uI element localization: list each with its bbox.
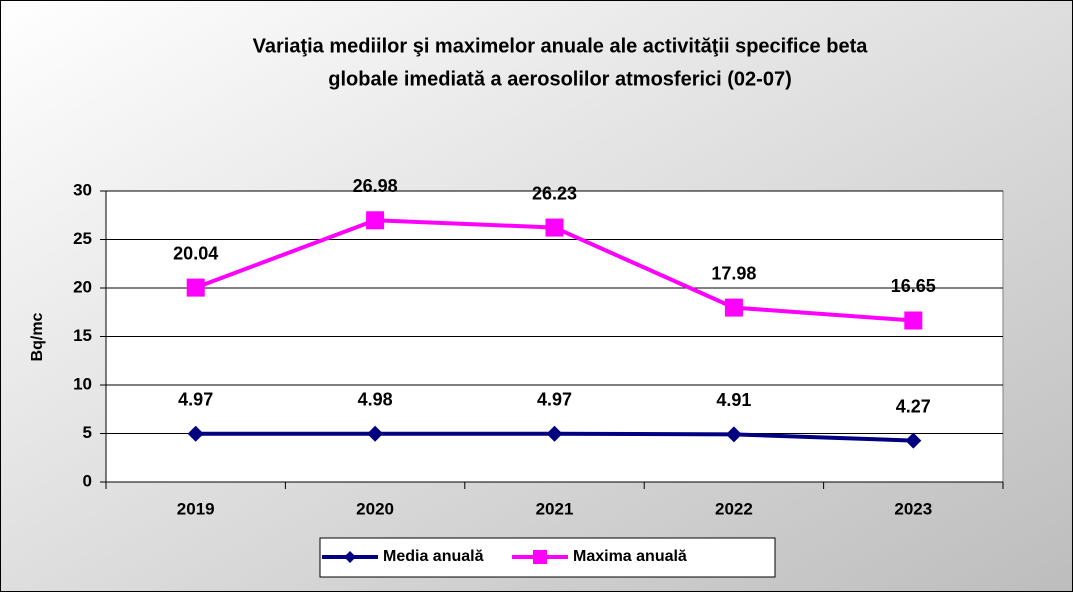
marker [905,432,922,449]
y-axis-label: Bq/mc [29,312,46,361]
data-label: 16.65 [891,276,936,296]
data-label: 26.23 [532,183,577,203]
marker [724,298,743,317]
y-tick-label: 15 [73,326,92,345]
legend-label: Media anuală [383,548,484,565]
marker [366,211,385,230]
y-tick-label: 5 [83,423,92,442]
marker [545,218,564,237]
chart-title: Variaţia mediilor şi maximelor anuale al… [253,35,869,57]
marker [344,551,356,563]
x-tick-label: 2020 [356,499,394,518]
marker [187,425,204,442]
marker [546,425,563,442]
y-tick-label: 10 [73,374,92,393]
data-label: 4.97 [178,390,213,410]
x-tick-label: 2021 [536,499,574,518]
x-tick-label: 2022 [715,499,753,518]
x-tick-label: 2023 [894,499,932,518]
marker [367,425,384,442]
marker [186,278,205,297]
y-tick-label: 30 [73,180,92,199]
legend-label: Maxima anuală [573,548,687,565]
data-label: 4.97 [537,390,572,410]
data-label: 4.27 [896,396,931,416]
chart-title: globale imediată a aerosolilor atmosferi… [328,68,792,90]
data-label: 17.98 [711,263,756,283]
data-label: 20.04 [173,243,218,263]
y-tick-label: 25 [73,229,92,248]
x-tick-label: 2019 [177,499,215,518]
marker [533,550,547,564]
marker [904,311,923,330]
data-label: 26.98 [353,176,398,196]
data-label: 4.98 [358,389,393,409]
marker [725,426,742,443]
y-tick-label: 0 [83,471,92,490]
data-label: 4.91 [716,390,751,410]
y-tick-label: 20 [73,277,92,296]
